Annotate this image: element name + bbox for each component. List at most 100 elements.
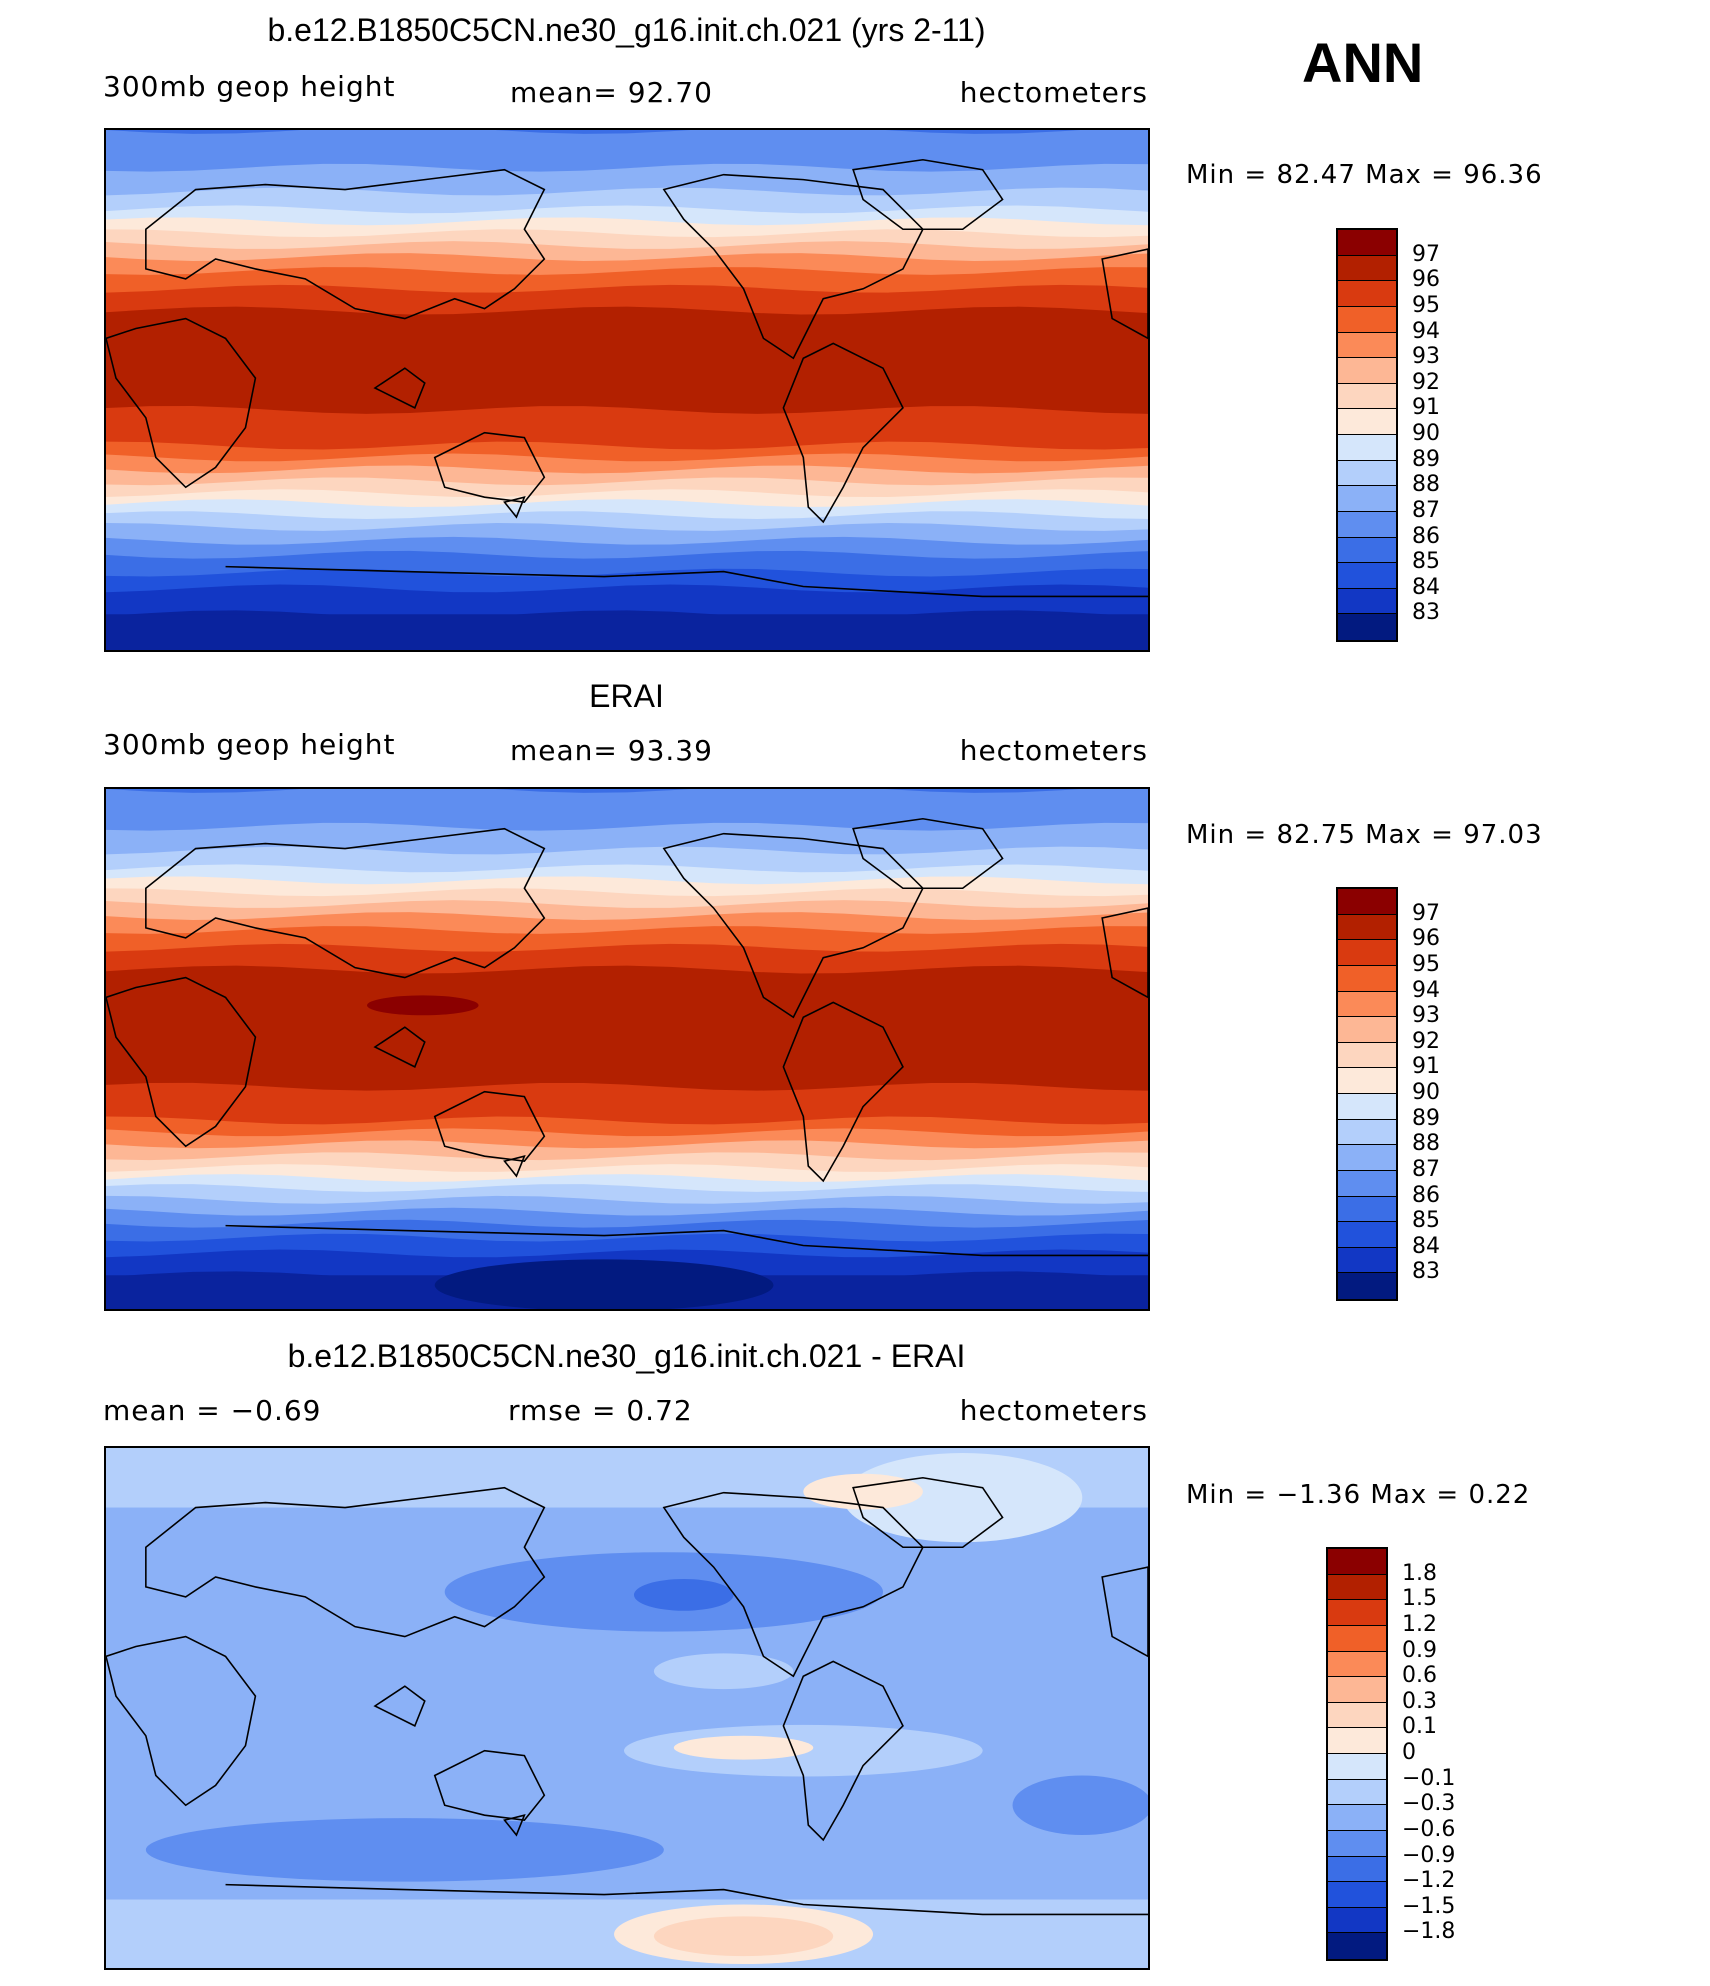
colorbar-tick-label: 96 (1412, 926, 1440, 952)
colorbar-tick-label: 97 (1412, 900, 1440, 926)
colorbar-segment (1338, 1042, 1396, 1069)
colorbar-tick-label: 89 (1412, 446, 1440, 472)
colorbar-tick-label: 94 (1412, 977, 1440, 1003)
colorbar-tick-label: −0.6 (1402, 1816, 1456, 1842)
colorbar-segment (1338, 563, 1396, 589)
colorbar-segment (1338, 486, 1396, 512)
field-minimum-blob (434, 1259, 774, 1309)
colorbar-segment (1338, 306, 1396, 333)
field-contour-band (106, 511, 1148, 533)
coastline (503, 1155, 526, 1178)
field-contour-band (106, 789, 1148, 833)
colorbar-tick-label: 93 (1412, 344, 1440, 370)
colorbar-tick-label: 0.1 (1402, 1714, 1437, 1740)
field-contour-band (633, 1578, 734, 1611)
panel-1-title: b.e12.B1850C5CN.ne30_g16.init.ch.021 (yr… (267, 12, 986, 48)
field-contour-band (803, 1473, 923, 1510)
colorbar-segment (1328, 1651, 1386, 1678)
colorbar-tick-label: 86 (1412, 1182, 1440, 1208)
field-contour-band (106, 846, 1148, 875)
colorbar-tick-label: 84 (1412, 1233, 1440, 1259)
field-contour-band (106, 965, 1148, 1093)
field-contour-band (843, 1452, 1083, 1543)
colorbar-tick-label: 87 (1412, 1156, 1440, 1182)
colorbar-segment (1328, 1856, 1386, 1883)
colorbar-tick-label: 0 (1402, 1740, 1416, 1765)
field-contour-band (106, 1184, 1148, 1206)
colorbar-tick-label: 1.2 (1402, 1611, 1437, 1637)
field-contour-band (106, 584, 1148, 621)
field-contour-band (106, 1164, 1148, 1184)
field-contour-band (106, 614, 1148, 650)
coastline (662, 173, 924, 360)
colorbar-tick-label: 93 (1412, 1003, 1440, 1029)
colorbar-segment (1338, 914, 1396, 941)
colorbar-segment (1338, 588, 1396, 615)
colorbar-segment (1338, 255, 1396, 282)
colorbar-tick-label: 86 (1412, 523, 1440, 549)
colorbar-segment (1338, 1145, 1396, 1171)
panel-3-rmse-label: rmse = 0.72 (508, 1394, 693, 1427)
field-contour-band (106, 284, 1148, 317)
colorbar-tick-label: 88 (1412, 1131, 1440, 1157)
coastline (145, 827, 546, 979)
colorbar-tick-label: 84 (1412, 574, 1440, 600)
colorbar-segment (1338, 383, 1396, 410)
colorbar-segment (1338, 991, 1396, 1018)
coastline (225, 1883, 1148, 1916)
coastline (106, 1635, 257, 1807)
field-contour-band (106, 217, 1148, 240)
colorbar-tick-label: 94 (1412, 318, 1440, 344)
coastline (145, 1486, 546, 1638)
coastline (782, 1660, 904, 1842)
panel-2-colorbar (1336, 887, 1398, 1301)
colorbar-segment (1338, 1068, 1396, 1094)
colorbar-tick-label: 88 (1412, 472, 1440, 498)
colorbar-tick-label: 90 (1412, 421, 1440, 446)
colorbar-tick-label: −0.3 (1402, 1791, 1456, 1817)
panel-2-units-label: hectometers (959, 734, 1148, 767)
panel-1-map-field (106, 130, 1148, 650)
field-contour-band (106, 306, 1148, 416)
colorbar-tick-label: 92 (1412, 369, 1440, 395)
coastline (852, 158, 1004, 231)
colorbar-segment (1338, 358, 1396, 384)
field-contour-band (106, 187, 1148, 216)
coastline (225, 1224, 1148, 1257)
colorbar-segment (1328, 1549, 1386, 1575)
panel-3-min-max: Min = −1.36 Max = 0.22 (1186, 1480, 1531, 1510)
panel-3-map-field (106, 1448, 1148, 1968)
panel-1-variable-label: 300mb geop height (103, 70, 396, 103)
colorbar-tick-label: 90 (1412, 1080, 1440, 1105)
colorbar-tick-label: 83 (1412, 600, 1440, 626)
colorbar-segment (1338, 511, 1396, 538)
coastline (852, 817, 1004, 890)
colorbar-segment (1328, 1677, 1386, 1703)
panel-2-map (104, 787, 1150, 1311)
colorbar-tick-label: 85 (1412, 549, 1440, 575)
panel-1-map (104, 128, 1150, 652)
panel-3-mean-label: mean = −0.69 (103, 1394, 322, 1427)
colorbar-segment (1328, 1882, 1386, 1908)
coastline (503, 496, 526, 519)
colorbar-segment (1338, 940, 1396, 966)
field-contour-band (1012, 1775, 1148, 1836)
panel-3-title: b.e12.B1850C5CN.ne30_g16.init.ch.021 - E… (287, 1338, 966, 1374)
colorbar-segment (1338, 1273, 1396, 1299)
colorbar-segment (1338, 1170, 1396, 1197)
colorbar-tick-label: 96 (1412, 267, 1440, 293)
field-contour-band (106, 163, 1148, 198)
colorbar-tick-label: −1.8 (1402, 1919, 1456, 1945)
field-contour-band (106, 1219, 1148, 1244)
field-contour-band (145, 1818, 664, 1882)
colorbar-segment (1338, 1094, 1396, 1120)
colorbar-tick-label: −0.9 (1402, 1842, 1456, 1868)
field-contour-band (106, 536, 1148, 561)
colorbar-segment (1338, 332, 1396, 359)
colorbar-segment (1328, 1754, 1386, 1780)
colorbar-tick-label: 0.6 (1402, 1663, 1437, 1689)
colorbar-segment (1328, 1574, 1386, 1601)
colorbar-segment (1338, 965, 1396, 992)
colorbar-segment (1338, 230, 1396, 256)
colorbar-tick-label: 1.8 (1402, 1560, 1437, 1586)
